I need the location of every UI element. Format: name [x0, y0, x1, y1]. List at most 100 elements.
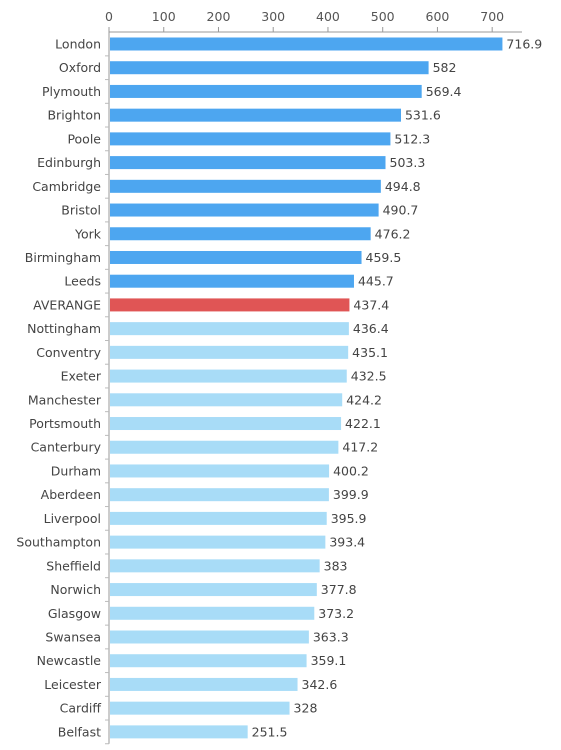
category-label: Conventry — [36, 345, 101, 360]
category-label: Plymouth — [42, 84, 101, 99]
bar-bristol — [110, 203, 379, 217]
x-tick-label: 300 — [261, 9, 285, 24]
x-tick-label: 600 — [426, 9, 450, 24]
category-label: Poole — [67, 131, 101, 146]
value-labels: 716.9 582 569.4 531.6 512.3 503.3 494.8 490.7 47… — [252, 37, 543, 740]
bar-southampton — [110, 535, 326, 549]
bar-cardiff — [110, 701, 290, 715]
value-label: 445.7 — [358, 274, 394, 289]
category-label: Newcastle — [37, 653, 102, 668]
value-label: 393.4 — [329, 535, 365, 550]
category-label: Canterbury — [31, 440, 102, 455]
category-label: Leeds — [64, 274, 101, 289]
category-label: London — [55, 37, 101, 52]
bar-norwich — [110, 583, 317, 597]
bar-nottingham — [110, 322, 349, 336]
value-label: 395.9 — [331, 511, 367, 526]
category-label: Leicester — [44, 677, 102, 692]
bar-canterbury — [110, 440, 339, 454]
bar-york — [110, 227, 371, 241]
value-label: 459.5 — [366, 250, 402, 265]
value-label: 399.9 — [333, 487, 369, 502]
category-label: Bristol — [61, 203, 101, 218]
x-tick-label: 200 — [207, 9, 231, 24]
category-label: AVERANGE — [33, 297, 101, 312]
category-label: Portsmouth — [29, 416, 101, 431]
x-tick-label: 100 — [152, 9, 176, 24]
value-label: 400.2 — [333, 463, 369, 478]
category-label: Exeter — [61, 369, 102, 384]
category-label: Liverpool — [44, 511, 101, 526]
category-label: Edinburgh — [37, 155, 101, 170]
value-label: 417.2 — [342, 440, 378, 455]
category-axis — [105, 32, 110, 745]
bars — [110, 37, 503, 739]
value-label: 436.4 — [353, 321, 389, 336]
value-label: 490.7 — [383, 203, 419, 218]
bar-belfast — [110, 725, 248, 739]
category-label: Norwich — [50, 582, 101, 597]
category-label: Sheffield — [46, 558, 101, 573]
category-label: Nottingham — [27, 321, 101, 336]
x-tick-label: 700 — [480, 9, 504, 24]
value-label: 422.1 — [345, 416, 381, 431]
category-label: Swansea — [45, 630, 101, 645]
category-label: Manchester — [28, 392, 102, 407]
bar-exeter — [110, 369, 347, 383]
value-label: 437.4 — [353, 297, 389, 312]
bar-swansea — [110, 630, 309, 644]
x-axis: 0 100 200 300 400 500 600 700 — [105, 9, 522, 33]
value-label: 494.8 — [385, 179, 421, 194]
value-label: 432.5 — [351, 369, 387, 384]
bar-durham — [110, 464, 330, 478]
category-labels: London Oxford Plymouth Brighton Poole Edinbur… — [16, 37, 101, 740]
bar-glasgow — [110, 606, 315, 620]
category-label: Glasgow — [48, 606, 101, 621]
bar-averange — [110, 298, 350, 312]
value-label: 377.8 — [321, 582, 357, 597]
value-label: 512.3 — [394, 131, 430, 146]
value-label: 569.4 — [426, 84, 462, 99]
value-label: 359.1 — [311, 653, 347, 668]
bar-birmingham — [110, 250, 362, 264]
category-label: York — [74, 226, 102, 241]
bar-london — [110, 37, 503, 51]
value-label: 503.3 — [390, 155, 426, 170]
bar-leicester — [110, 677, 298, 691]
category-label: Aberdeen — [41, 487, 101, 502]
category-label: Belfast — [58, 724, 101, 739]
bar-oxford — [110, 61, 429, 75]
category-label: Birmingham — [25, 250, 101, 265]
bar-newcastle — [110, 654, 307, 668]
bar-sheffield — [110, 559, 320, 573]
value-label: 531.6 — [405, 108, 441, 123]
value-label: 363.3 — [313, 630, 349, 645]
category-label: Cardiff — [60, 701, 102, 716]
bar-edinburgh — [110, 156, 386, 170]
bar-manchester — [110, 393, 343, 407]
bar-poole — [110, 132, 391, 146]
value-label: 476.2 — [375, 226, 411, 241]
value-label: 373.2 — [318, 606, 354, 621]
category-label: Durham — [51, 463, 101, 478]
bar-conventry — [110, 345, 349, 359]
value-label: 582 — [433, 60, 457, 75]
x-tick-label: 0 — [105, 9, 113, 24]
value-label: 342.6 — [302, 677, 338, 692]
bar-aberdeen — [110, 488, 329, 502]
bar-cambridge — [110, 179, 381, 193]
value-label: 424.2 — [346, 392, 382, 407]
x-tick-label: 500 — [371, 9, 395, 24]
bar-portsmouth — [110, 417, 342, 431]
category-label: Oxford — [59, 60, 101, 75]
value-label: 328 — [294, 701, 318, 716]
value-label: 435.1 — [352, 345, 388, 360]
bar-liverpool — [110, 511, 327, 525]
value-label: 716.9 — [506, 37, 542, 52]
bar-brighton — [110, 108, 401, 122]
x-tick-label: 400 — [316, 9, 340, 24]
bar-leeds — [110, 274, 354, 288]
category-label: Brighton — [47, 108, 101, 123]
category-label: Cambridge — [32, 179, 101, 194]
